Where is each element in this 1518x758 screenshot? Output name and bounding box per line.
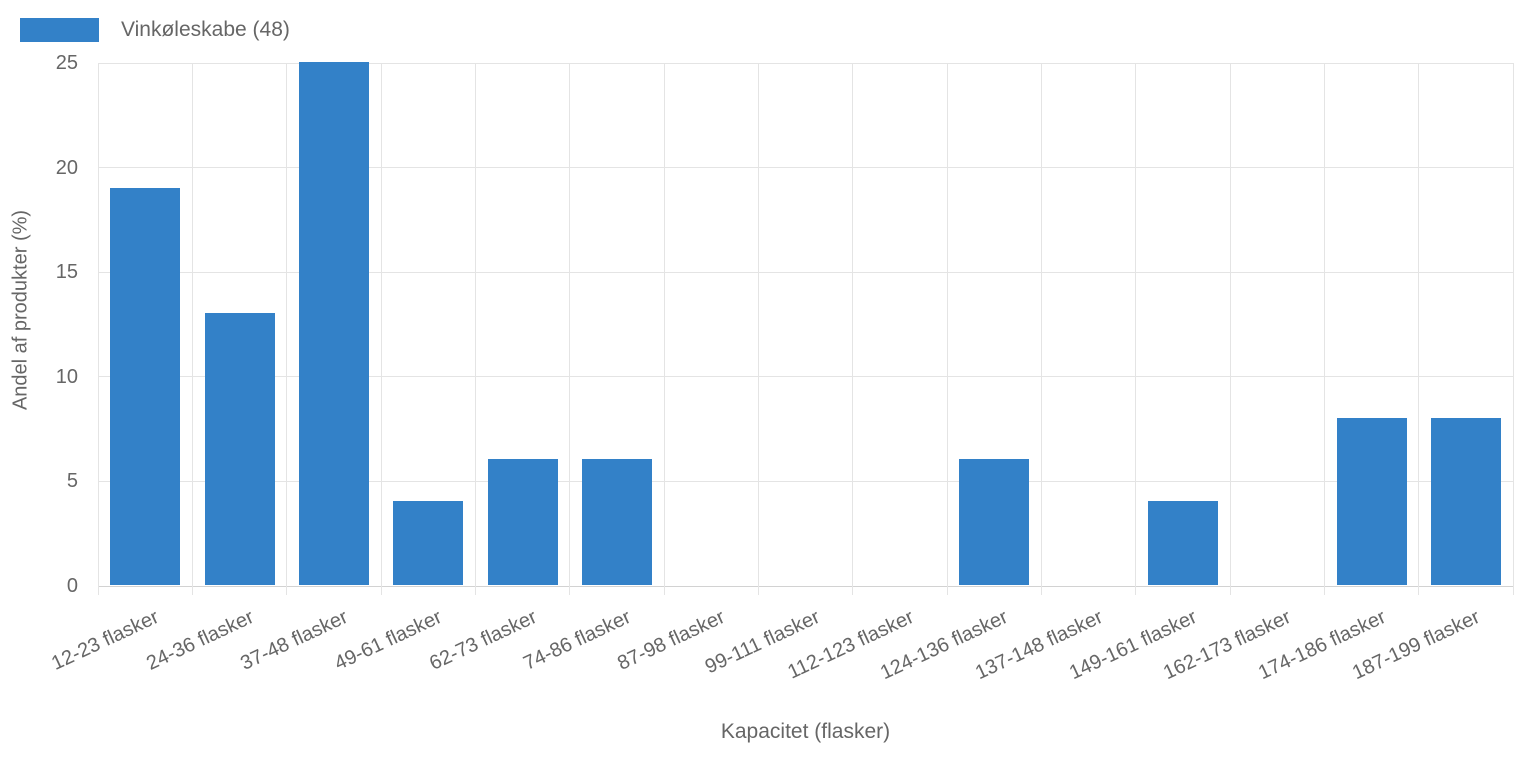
gridline-vertical xyxy=(191,63,193,595)
legend-swatch xyxy=(20,18,99,42)
bar[interactable] xyxy=(204,313,275,585)
gridline-vertical xyxy=(1323,63,1325,595)
y-tick-label: 20 xyxy=(55,156,78,179)
x-tick-label: 12-23 flasker xyxy=(48,606,163,675)
bar[interactable] xyxy=(959,459,1030,585)
bar[interactable] xyxy=(487,459,558,585)
gridline-vertical xyxy=(757,63,759,595)
bar[interactable] xyxy=(1147,501,1218,585)
y-tick-label: 5 xyxy=(66,470,78,493)
bar[interactable] xyxy=(110,187,181,585)
gridline-vertical xyxy=(97,63,99,595)
gridline-vertical xyxy=(1418,63,1420,595)
gridline-horizontal xyxy=(98,376,1513,378)
x-tick-label: 74-86 flasker xyxy=(520,606,635,675)
x-tick-label: 24-36 flasker xyxy=(142,606,257,675)
gridline-vertical xyxy=(380,63,382,595)
legend-item[interactable]: Vinkøleskabe (48) xyxy=(20,15,290,45)
gridline-vertical xyxy=(852,63,854,595)
gridline-horizontal xyxy=(98,480,1513,482)
gridline-vertical xyxy=(474,63,476,595)
gridline-horizontal xyxy=(98,271,1513,273)
y-tick-label: 10 xyxy=(55,365,78,388)
y-tick-label: 15 xyxy=(55,261,78,284)
x-axis-title: Kapacitet (flasker) xyxy=(720,720,891,743)
plot-area xyxy=(97,62,1514,595)
gridline-vertical xyxy=(1040,63,1042,595)
gridline-vertical xyxy=(286,63,288,595)
gridline-vertical xyxy=(1229,63,1231,595)
bar[interactable] xyxy=(1336,417,1407,585)
gridline-vertical xyxy=(663,63,665,595)
gridline-vertical xyxy=(569,63,571,595)
bar[interactable] xyxy=(1430,417,1501,585)
y-tick-label: 0 xyxy=(66,575,78,597)
bar[interactable] xyxy=(581,459,652,585)
legend-label: Vinkøleskabe (48) xyxy=(121,18,290,41)
gridline-horizontal xyxy=(98,62,1513,64)
bar[interactable] xyxy=(298,62,369,585)
x-tick-label: 37-48 flasker xyxy=(237,606,352,675)
gridline-vertical xyxy=(1512,63,1514,595)
y-tick-label: 25 xyxy=(55,52,78,74)
x-tick-label: 49-61 flasker xyxy=(331,606,446,675)
gridline-horizontal xyxy=(98,585,1513,587)
x-tick-label: 62-73 flasker xyxy=(425,606,540,675)
gridline-horizontal xyxy=(98,167,1513,169)
gridline-vertical xyxy=(946,63,948,595)
gridline-vertical xyxy=(1135,63,1137,595)
bar[interactable] xyxy=(393,501,464,585)
